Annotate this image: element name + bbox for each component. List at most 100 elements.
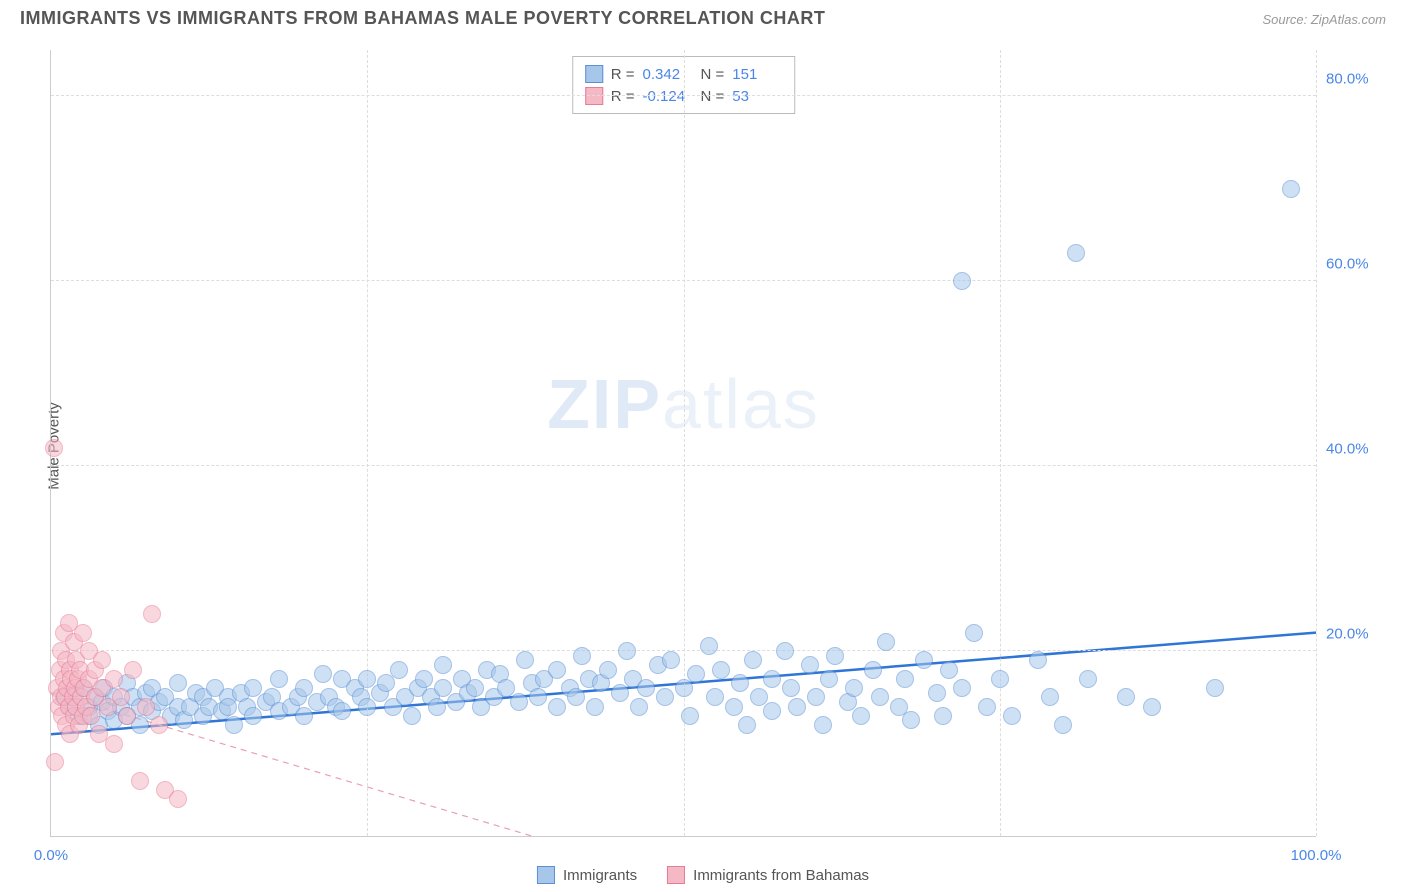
scatter-point xyxy=(965,624,983,642)
scatter-point xyxy=(466,679,484,697)
scatter-point xyxy=(725,698,743,716)
scatter-point xyxy=(244,707,262,725)
scatter-point xyxy=(788,698,806,716)
scatter-point xyxy=(852,707,870,725)
scatter-point xyxy=(731,674,749,692)
scatter-point xyxy=(928,684,946,702)
scatter-point xyxy=(586,698,604,716)
scatter-point xyxy=(902,711,920,729)
y-tick-label: 60.0% xyxy=(1326,256,1386,273)
legend-item: Immigrants from Bahamas xyxy=(667,866,869,884)
scatter-point xyxy=(744,651,762,669)
scatter-point xyxy=(516,651,534,669)
gridline-vertical xyxy=(1316,50,1317,836)
stat-r-value: 0.342 xyxy=(643,66,693,83)
scatter-point xyxy=(940,661,958,679)
scatter-point xyxy=(270,670,288,688)
scatter-point xyxy=(567,688,585,706)
scatter-point xyxy=(1054,716,1072,734)
scatter-point xyxy=(434,656,452,674)
legend-swatch xyxy=(585,65,603,83)
source-attribution: Source: ZipAtlas.com xyxy=(1262,8,1386,27)
scatter-point xyxy=(662,651,680,669)
legend-swatch xyxy=(537,866,555,884)
scatter-point xyxy=(700,637,718,655)
scatter-point xyxy=(877,633,895,651)
scatter-point xyxy=(105,735,123,753)
gridline-vertical xyxy=(1000,50,1001,836)
scatter-point xyxy=(131,772,149,790)
chart-container: ZIPatlas R =0.342N =151R =-0.124N =53 20… xyxy=(50,50,1316,837)
scatter-point xyxy=(1041,688,1059,706)
scatter-point xyxy=(782,679,800,697)
scatter-point xyxy=(169,790,187,808)
scatter-point xyxy=(358,698,376,716)
scatter-point xyxy=(377,674,395,692)
scatter-point xyxy=(637,679,655,697)
scatter-point xyxy=(46,753,64,771)
legend-label: Immigrants xyxy=(563,867,637,884)
scatter-point xyxy=(934,707,952,725)
scatter-point xyxy=(978,698,996,716)
scatter-point xyxy=(93,651,111,669)
scatter-point xyxy=(1003,707,1021,725)
watermark-light: atlas xyxy=(662,365,820,443)
stat-r-label: R = xyxy=(611,66,635,83)
scatter-point xyxy=(219,698,237,716)
plot-area: ZIPatlas R =0.342N =151R =-0.124N =53 20… xyxy=(50,50,1316,837)
scatter-point xyxy=(415,670,433,688)
legend-item: Immigrants xyxy=(537,866,637,884)
scatter-point xyxy=(105,670,123,688)
bottom-legend: Immigrants Immigrants from Bahamas xyxy=(537,866,869,884)
scatter-point xyxy=(225,716,243,734)
scatter-point xyxy=(1079,670,1097,688)
scatter-point xyxy=(712,661,730,679)
scatter-point xyxy=(314,665,332,683)
scatter-point xyxy=(169,674,187,692)
scatter-point xyxy=(295,707,313,725)
y-tick-label: 40.0% xyxy=(1326,441,1386,458)
scatter-point xyxy=(510,693,528,711)
scatter-point xyxy=(143,605,161,623)
scatter-point xyxy=(548,698,566,716)
x-tick-label: 100.0% xyxy=(1291,847,1342,864)
scatter-point xyxy=(864,661,882,679)
scatter-point xyxy=(687,665,705,683)
scatter-point xyxy=(681,707,699,725)
scatter-point xyxy=(548,661,566,679)
scatter-point xyxy=(814,716,832,734)
scatter-point xyxy=(763,702,781,720)
scatter-point xyxy=(738,716,756,734)
scatter-point xyxy=(871,688,889,706)
scatter-point xyxy=(428,698,446,716)
scatter-point xyxy=(915,651,933,669)
scatter-point xyxy=(675,679,693,697)
scatter-point xyxy=(118,707,136,725)
scatter-point xyxy=(1206,679,1224,697)
scatter-point xyxy=(1029,651,1047,669)
scatter-point xyxy=(333,702,351,720)
scatter-point xyxy=(137,698,155,716)
scatter-point xyxy=(403,707,421,725)
scatter-point xyxy=(991,670,1009,688)
scatter-point xyxy=(1117,688,1135,706)
scatter-point xyxy=(529,688,547,706)
scatter-point xyxy=(45,439,63,457)
chart-title: IMMIGRANTS VS IMMIGRANTS FROM BAHAMAS MA… xyxy=(20,8,825,29)
scatter-point xyxy=(776,642,794,660)
scatter-point xyxy=(573,647,591,665)
stat-n-value: 151 xyxy=(732,66,782,83)
x-tick-label: 0.0% xyxy=(34,847,68,864)
scatter-point xyxy=(1143,698,1161,716)
stat-n-label: N = xyxy=(701,66,725,83)
scatter-point xyxy=(896,670,914,688)
scatter-point xyxy=(611,684,629,702)
chart-header: IMMIGRANTS VS IMMIGRANTS FROM BAHAMAS MA… xyxy=(0,0,1406,29)
y-tick-label: 80.0% xyxy=(1326,71,1386,88)
scatter-point xyxy=(656,688,674,706)
scatter-point xyxy=(1067,244,1085,262)
scatter-point xyxy=(953,679,971,697)
legend-label: Immigrants from Bahamas xyxy=(693,867,869,884)
scatter-point xyxy=(150,716,168,734)
scatter-point xyxy=(599,661,617,679)
